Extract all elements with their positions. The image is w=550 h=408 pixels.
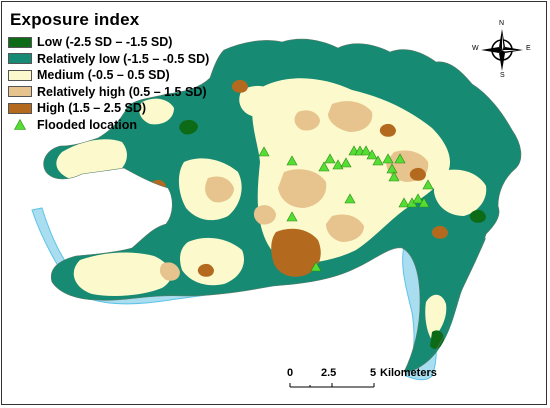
legend-title: Exposure index	[10, 10, 140, 29]
legend-swatch	[8, 53, 32, 65]
legend-label: Flooded location	[37, 117, 137, 132]
scale-tick-0: 0	[287, 367, 294, 379]
legend-item-relatively-high: Relatively high (0.5 – 1.5 SD)	[8, 84, 209, 101]
flood-marker	[286, 155, 298, 166]
legend-swatch	[8, 102, 32, 114]
legend-label: High (1.5 – 2.5 SD)	[37, 101, 147, 116]
flood-marker	[394, 153, 406, 164]
legend-label: Low (-2.5 SD – -1.5 SD)	[37, 35, 173, 50]
flood-marker	[310, 261, 322, 272]
scale-unit: Kilometers	[380, 367, 437, 379]
legend-item-medium: Medium (-0.5 – 0.5 SD)	[8, 67, 209, 84]
legend-item-high: High (1.5 – 2.5 SD)	[8, 100, 209, 117]
legend-swatch	[8, 36, 32, 48]
flood-marker	[388, 171, 400, 182]
legend-item-flooded: Flooded location	[8, 117, 209, 134]
legend-label: Relatively low (-1.5 – -0.5 SD)	[37, 51, 210, 66]
compass-s: S	[500, 72, 505, 79]
exposure-map	[31, 38, 522, 381]
flood-marker	[418, 197, 430, 208]
flood-marker	[286, 211, 298, 222]
flood-marker	[340, 157, 352, 168]
flood-marker	[360, 145, 372, 156]
flood-marker	[382, 153, 394, 164]
compass-e: E	[526, 45, 531, 52]
legend-item-relatively-low: Relatively low (-1.5 – -0.5 SD)	[8, 51, 209, 68]
scale-tick-2-5: 2.5	[321, 367, 337, 379]
flood-marker	[344, 193, 356, 204]
legend-label: Relatively high (0.5 – 1.5 SD)	[37, 84, 207, 99]
flood-marker	[398, 197, 410, 208]
flood-marker	[412, 193, 424, 204]
flood-marker	[258, 146, 270, 157]
legend-swatch	[8, 69, 32, 81]
compass-n: N	[499, 20, 505, 27]
flooded-locations	[258, 145, 434, 272]
scale-line	[289, 383, 375, 388]
flood-marker	[372, 155, 384, 166]
flood-marker	[366, 149, 378, 160]
scale-tick-5: 5	[370, 367, 377, 379]
compass-icon	[481, 29, 523, 71]
compass-w: W	[472, 45, 479, 52]
flood-marker	[324, 153, 336, 164]
flood-marker	[332, 159, 344, 170]
legend-item-low: Low (-2.5 SD – -1.5 SD)	[8, 34, 209, 51]
triangle-icon	[14, 119, 26, 131]
legend-label: Medium (-0.5 – 0.5 SD)	[37, 68, 170, 83]
compass-rose: N S W E	[472, 20, 532, 82]
flood-marker	[422, 179, 434, 190]
legend-swatch	[8, 86, 32, 98]
flood-marker	[318, 161, 330, 172]
flood-marker	[386, 163, 398, 174]
legend: Exposure index Low (-2.5 SD – -1.5 SD) R…	[8, 10, 209, 133]
scale-bar: 0 2.5 5 Kilometers	[284, 367, 454, 397]
